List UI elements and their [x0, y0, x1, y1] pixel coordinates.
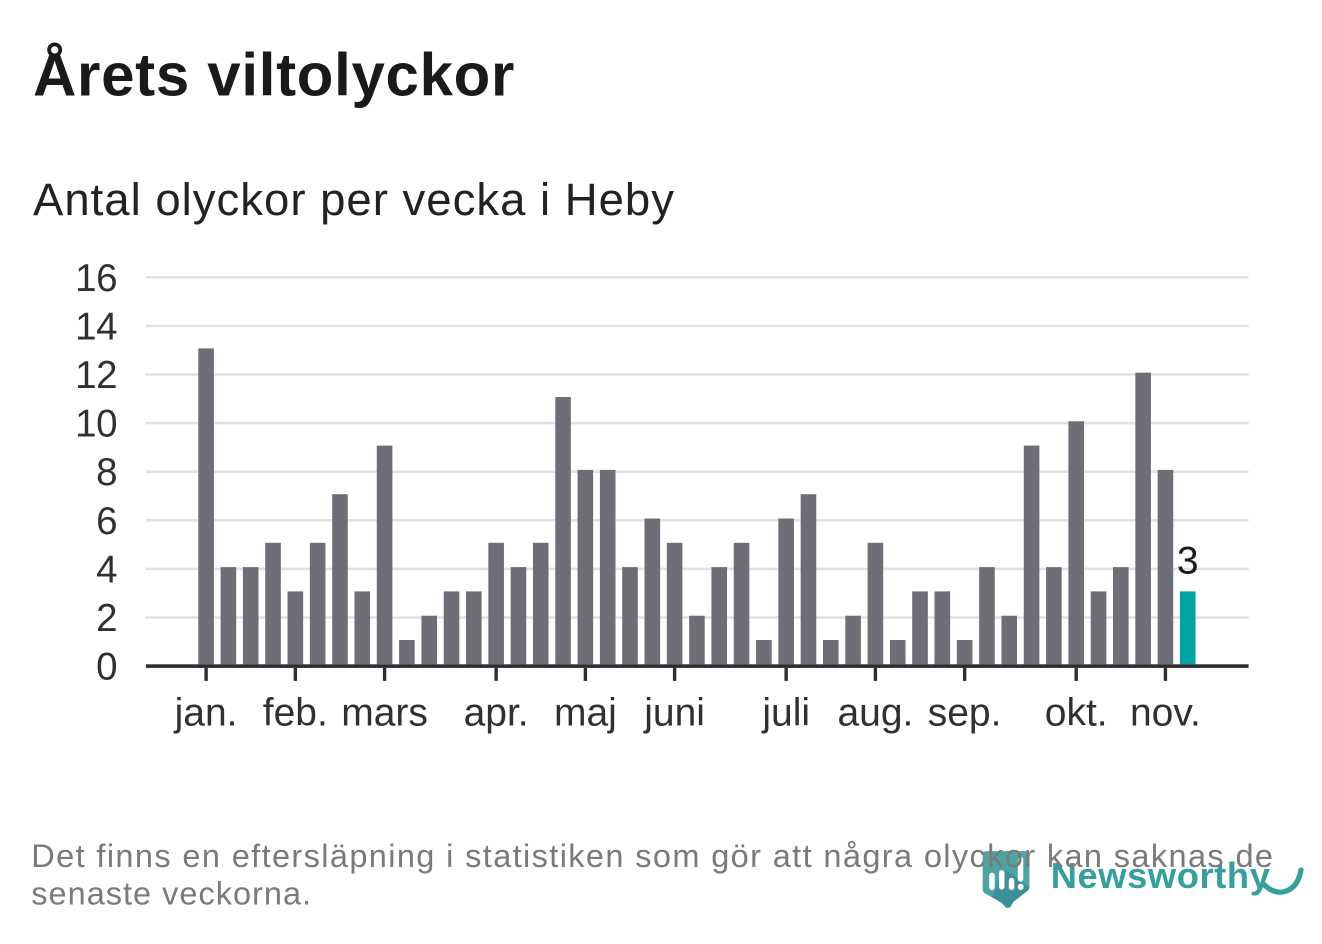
svg-text:3: 3: [1177, 539, 1199, 582]
svg-text:14: 14: [75, 305, 117, 348]
svg-text:jan.: jan.: [174, 692, 238, 735]
svg-text:sep.: sep.: [928, 692, 1002, 735]
svg-text:Det finns en eftersläpning i s: Det finns en eftersläpning i statistiken…: [31, 838, 1274, 874]
svg-text:aug.: aug.: [837, 692, 913, 735]
svg-text:maj: maj: [554, 692, 617, 735]
svg-text:16: 16: [75, 257, 117, 300]
svg-text:nov.: nov.: [1130, 692, 1201, 735]
svg-text:12: 12: [75, 354, 117, 397]
svg-text:4: 4: [96, 548, 117, 591]
svg-text:okt.: okt.: [1045, 692, 1108, 735]
svg-text:senaste veckorna.: senaste veckorna.: [31, 876, 312, 912]
svg-text:2: 2: [96, 597, 117, 640]
svg-text:Newsworthy: Newsworthy: [1051, 855, 1271, 896]
svg-text:feb.: feb.: [263, 692, 328, 735]
svg-text:6: 6: [96, 500, 117, 543]
svg-text:0: 0: [96, 646, 117, 689]
svg-text:juni: juni: [643, 692, 705, 735]
svg-text:Antal olyckor per vecka i Heby: Antal olyckor per vecka i Heby: [33, 174, 675, 225]
svg-text:8: 8: [96, 451, 117, 494]
svg-text:mars: mars: [341, 692, 428, 735]
svg-text:10: 10: [75, 403, 117, 446]
svg-text:apr.: apr.: [464, 692, 529, 735]
svg-text:Årets viltolyckor: Årets viltolyckor: [33, 42, 515, 109]
svg-text:juli: juli: [761, 692, 810, 735]
